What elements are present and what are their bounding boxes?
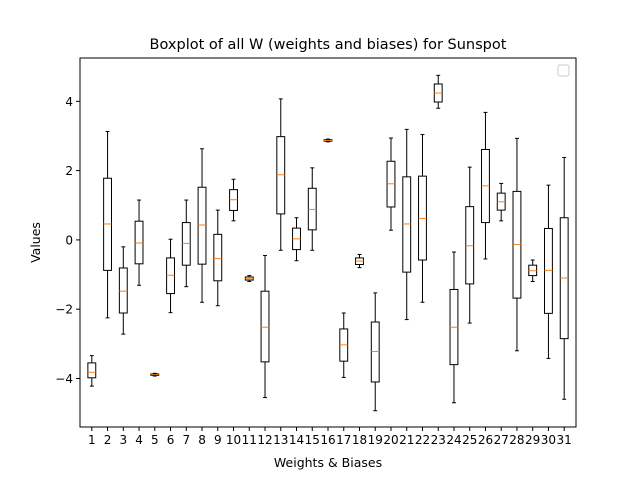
box-8 [197, 148, 207, 303]
box-body [213, 233, 223, 282]
box-6 [166, 238, 175, 314]
box-4 [134, 199, 144, 286]
chart-title: Boxplot of all W (weights and biases) fo… [150, 37, 507, 53]
box-16 [323, 138, 333, 143]
x-tick-label: 14 [289, 433, 304, 447]
box-28 [512, 137, 522, 352]
x-tick-label: 3 [119, 433, 127, 447]
x-axis-label: Weights & Biases [274, 455, 382, 470]
box-14 [292, 217, 301, 262]
box-7 [181, 199, 191, 288]
y-tick-label: −2 [55, 303, 73, 317]
x-tick-label: 2 [104, 433, 112, 447]
box-26 [481, 111, 490, 260]
box-24 [449, 251, 459, 404]
box-body [465, 206, 475, 285]
y-tick-label: −4 [55, 372, 73, 386]
box-1 [87, 355, 97, 387]
x-tick-label: 12 [257, 433, 272, 447]
plot-content [87, 74, 569, 412]
box-20 [386, 137, 396, 231]
legend-box [557, 64, 570, 77]
box-25 [465, 166, 475, 324]
box-body [181, 222, 191, 266]
box-21 [402, 128, 412, 321]
x-tick-label: 11 [242, 433, 257, 447]
x-tick-label: 5 [151, 433, 159, 447]
box-body [166, 257, 175, 295]
x-tick-label: 21 [399, 433, 414, 447]
y-tick-label: 2 [65, 164, 73, 178]
box-body [118, 267, 128, 314]
x-tick-label: 23 [431, 433, 446, 447]
x-tick-label: 10 [226, 433, 241, 447]
x-tick-label: 27 [494, 433, 509, 447]
x-tick-label: 29 [525, 433, 540, 447]
box-11 [244, 275, 254, 282]
box-13 [276, 98, 286, 251]
box-3 [118, 246, 128, 335]
box-5 [150, 372, 160, 377]
box-body [134, 220, 144, 265]
x-tick-label: 15 [305, 433, 320, 447]
x-tick-label: 18 [352, 433, 367, 447]
box-19 [370, 292, 380, 412]
x-tick-label: 30 [541, 433, 556, 447]
box-12 [260, 254, 270, 399]
x-tick-label: 7 [182, 433, 190, 447]
box-22 [418, 134, 427, 303]
box-17 [339, 312, 349, 378]
box-2 [103, 130, 112, 319]
x-tick-label: 9 [214, 433, 222, 447]
y-tick-label: 0 [65, 233, 73, 247]
x-tick-label: 17 [336, 433, 351, 447]
box-18 [355, 253, 364, 269]
x-tick-label: 6 [167, 433, 175, 447]
x-tick-label: 1 [88, 433, 96, 447]
x-tick-label: 25 [462, 433, 477, 447]
y-tick-label: 4 [65, 95, 73, 109]
box-body [370, 321, 380, 383]
x-tick-label: 8 [198, 433, 206, 447]
x-axis-ticks: 1 2 3 4 5 6 7 8 9 10 11 12 13 14 15 16 17 18 19 20 21 22 23 24 2… [88, 427, 572, 447]
box-body [87, 362, 97, 379]
box-9 [213, 209, 223, 307]
x-tick-label: 20 [383, 433, 398, 447]
x-tick-label: 31 [557, 433, 572, 447]
box-body [544, 227, 553, 314]
y-axis-label: Values [28, 222, 43, 263]
box-31 [559, 156, 569, 400]
x-tick-label: 24 [446, 433, 461, 447]
box-27 [496, 182, 506, 222]
box-30 [544, 184, 553, 359]
box-body [276, 136, 286, 215]
x-tick-label: 16 [320, 433, 335, 447]
box-23 [433, 74, 443, 109]
x-tick-label: 26 [478, 433, 493, 447]
box-29 [528, 259, 538, 282]
x-tick-label: 22 [415, 433, 430, 447]
box-10 [229, 178, 238, 222]
box-15 [307, 167, 317, 251]
box-body [260, 290, 270, 363]
x-tick-label: 28 [509, 433, 524, 447]
x-tick-label: 19 [368, 433, 383, 447]
y-axis-ticks: −4 −2 0 2 4 [55, 95, 80, 386]
x-tick-label: 13 [273, 433, 288, 447]
box-body [197, 186, 207, 265]
x-tick-label: 4 [135, 433, 143, 447]
box-body [402, 176, 412, 273]
